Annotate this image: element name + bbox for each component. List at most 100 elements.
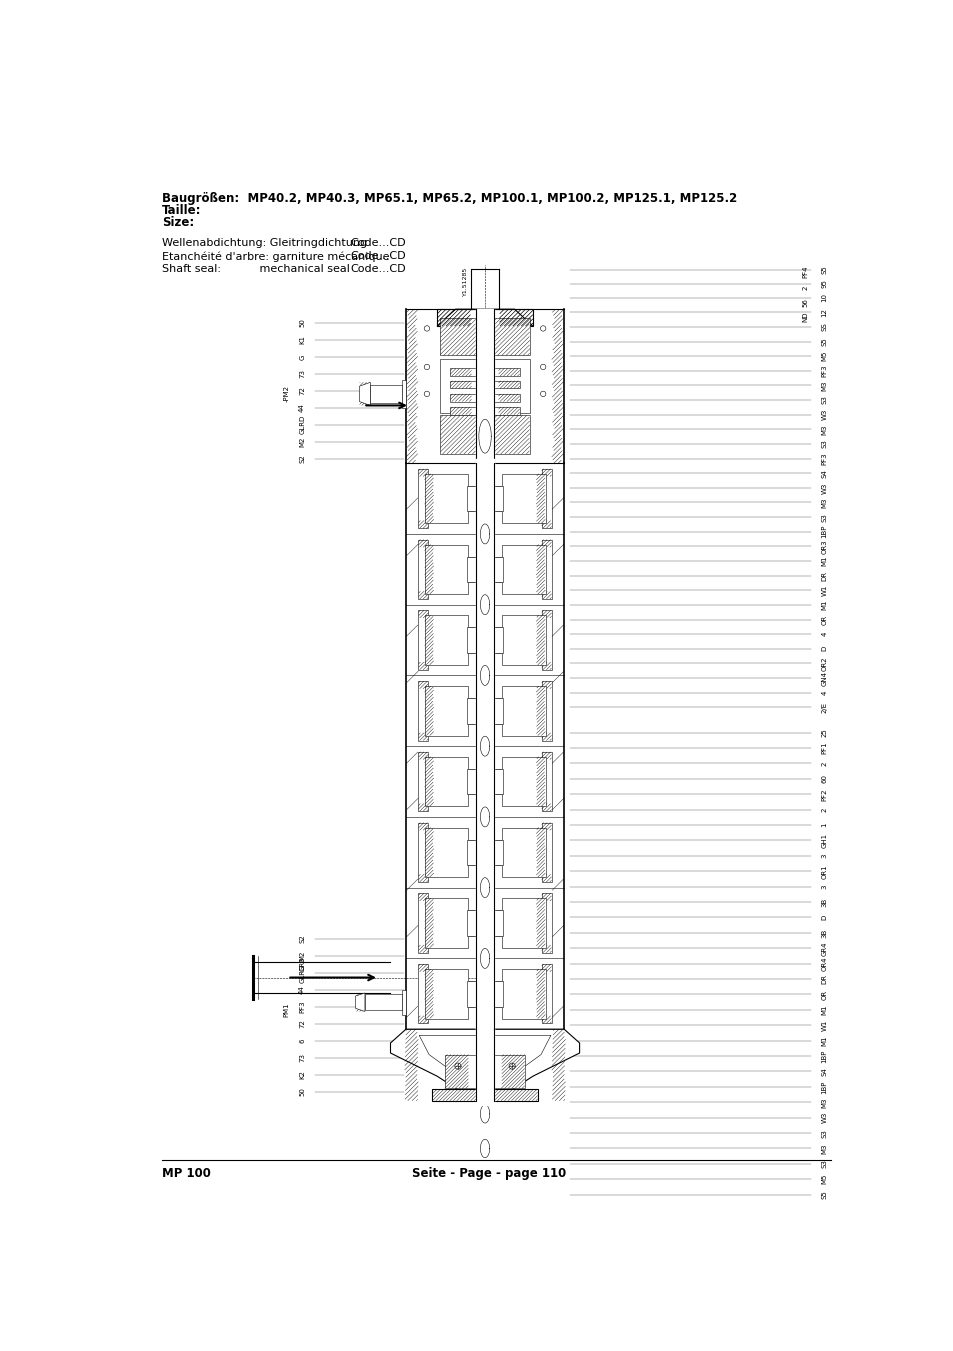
Polygon shape bbox=[467, 486, 502, 511]
Polygon shape bbox=[424, 969, 475, 1019]
Bar bbox=[432, 1089, 476, 1101]
Bar bbox=[436, 309, 470, 326]
Text: 3B: 3B bbox=[821, 897, 826, 907]
Text: M1: M1 bbox=[821, 1005, 826, 1015]
Bar bbox=[450, 394, 471, 401]
Polygon shape bbox=[450, 381, 519, 389]
Polygon shape bbox=[495, 969, 545, 1019]
Polygon shape bbox=[541, 681, 551, 740]
Bar bbox=[497, 407, 519, 415]
Text: 60: 60 bbox=[821, 774, 826, 784]
Text: GLRD: GLRD bbox=[299, 415, 305, 434]
Text: S3: S3 bbox=[821, 1128, 826, 1138]
Polygon shape bbox=[390, 1029, 579, 1101]
Text: OR2: OR2 bbox=[821, 657, 826, 670]
Text: PF3: PF3 bbox=[821, 365, 826, 377]
Polygon shape bbox=[478, 419, 491, 453]
Bar bbox=[500, 1055, 525, 1089]
Polygon shape bbox=[541, 469, 551, 528]
Polygon shape bbox=[480, 807, 489, 827]
Text: 2: 2 bbox=[801, 285, 807, 290]
Bar bbox=[424, 828, 434, 877]
Bar bbox=[541, 592, 551, 598]
Bar bbox=[418, 893, 428, 901]
Text: 1: 1 bbox=[821, 823, 826, 827]
Text: M3: M3 bbox=[821, 424, 826, 435]
Polygon shape bbox=[450, 394, 519, 401]
Polygon shape bbox=[370, 385, 402, 403]
Text: M3: M3 bbox=[821, 497, 826, 508]
Bar bbox=[541, 681, 551, 689]
Polygon shape bbox=[424, 544, 475, 594]
Polygon shape bbox=[418, 469, 428, 528]
Bar bbox=[498, 309, 533, 326]
Bar bbox=[541, 804, 551, 811]
Polygon shape bbox=[450, 369, 519, 376]
Bar bbox=[536, 828, 545, 877]
Polygon shape bbox=[480, 736, 489, 757]
Text: 73: 73 bbox=[299, 1054, 305, 1062]
Text: M3: M3 bbox=[821, 1097, 826, 1108]
Bar bbox=[494, 319, 530, 355]
Text: G: G bbox=[299, 354, 305, 359]
Text: 1BP: 1BP bbox=[821, 1081, 826, 1093]
Bar bbox=[536, 474, 545, 523]
Polygon shape bbox=[541, 539, 551, 598]
Text: DR: DR bbox=[821, 570, 826, 581]
Bar bbox=[541, 469, 551, 477]
Text: -PM2: -PM2 bbox=[283, 385, 290, 403]
Text: 56: 56 bbox=[801, 297, 807, 307]
Text: 95: 95 bbox=[821, 280, 826, 288]
Polygon shape bbox=[495, 686, 545, 735]
Polygon shape bbox=[424, 615, 475, 665]
Bar bbox=[551, 309, 563, 463]
Text: SS: SS bbox=[821, 323, 826, 331]
Text: Taille:: Taille: bbox=[162, 204, 201, 218]
Text: W3: W3 bbox=[821, 482, 826, 493]
Bar bbox=[406, 463, 418, 1029]
Text: PF3: PF3 bbox=[299, 1001, 305, 1013]
Polygon shape bbox=[432, 1089, 537, 1101]
Text: 72: 72 bbox=[299, 1019, 305, 1028]
Text: W1: W1 bbox=[821, 1020, 826, 1031]
Polygon shape bbox=[355, 993, 365, 1012]
Polygon shape bbox=[424, 686, 475, 735]
Text: 3: 3 bbox=[821, 885, 826, 889]
Polygon shape bbox=[480, 948, 489, 969]
Text: DR: DR bbox=[821, 974, 826, 984]
Text: 73: 73 bbox=[299, 369, 305, 378]
Text: S4: S4 bbox=[821, 469, 826, 477]
Bar bbox=[418, 681, 428, 689]
Bar bbox=[418, 946, 428, 952]
Polygon shape bbox=[424, 828, 475, 877]
Bar bbox=[418, 804, 428, 811]
Bar bbox=[494, 1089, 537, 1101]
Bar bbox=[418, 751, 428, 759]
Bar bbox=[497, 381, 519, 389]
Polygon shape bbox=[480, 1105, 489, 1123]
Text: OR3: OR3 bbox=[821, 539, 826, 554]
Text: S4: S4 bbox=[821, 1067, 826, 1075]
Text: M5: M5 bbox=[821, 351, 826, 361]
Text: GR4: GR4 bbox=[821, 942, 826, 955]
Text: M1: M1 bbox=[821, 1035, 826, 1046]
Polygon shape bbox=[418, 823, 428, 882]
Bar bbox=[359, 382, 370, 405]
Polygon shape bbox=[402, 990, 406, 1015]
Text: Code...CD: Code...CD bbox=[350, 263, 405, 274]
Text: ND: ND bbox=[801, 312, 807, 322]
Polygon shape bbox=[402, 380, 406, 408]
Text: S2: S2 bbox=[299, 454, 305, 463]
Text: W3: W3 bbox=[821, 1112, 826, 1124]
Text: 2: 2 bbox=[821, 762, 826, 766]
Text: GLRD: GLRD bbox=[299, 963, 305, 982]
Polygon shape bbox=[359, 382, 370, 405]
Text: PF4: PF4 bbox=[801, 266, 807, 278]
Polygon shape bbox=[365, 994, 402, 1011]
Text: 4: 4 bbox=[821, 632, 826, 636]
Text: 6: 6 bbox=[299, 1039, 305, 1043]
Polygon shape bbox=[495, 757, 545, 807]
Text: Wellenabdichtung: Gleitringdichtung: Wellenabdichtung: Gleitringdichtung bbox=[162, 238, 367, 249]
Polygon shape bbox=[467, 981, 502, 1006]
Text: M3: M3 bbox=[821, 1143, 826, 1154]
